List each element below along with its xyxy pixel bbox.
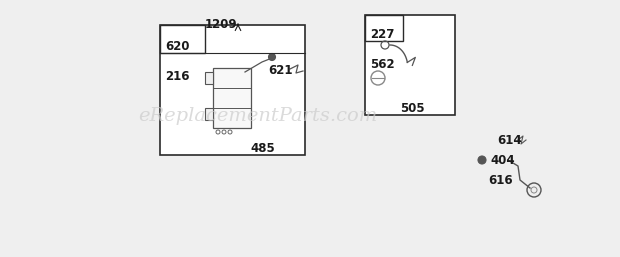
Text: 505: 505 [400,102,425,115]
Bar [213,68,251,128]
Text: 620: 620 [165,40,190,52]
Text: 485: 485 [250,142,275,154]
Text: 616: 616 [488,173,513,187]
Text: eReplacementParts.com: eReplacementParts.com [138,107,377,125]
Bar [205,72,213,84]
Bar [365,15,455,115]
Text: 614: 614 [497,134,521,148]
Text: 216: 216 [165,69,190,82]
Bar [205,108,213,120]
Text: 227: 227 [370,29,394,41]
Text: 404: 404 [490,153,515,167]
Bar [160,25,305,155]
Bar [365,15,403,41]
Text: 1209: 1209 [205,19,237,32]
Bar [160,25,205,53]
Circle shape [478,156,486,164]
Text: 562: 562 [370,58,394,70]
Text: 621: 621 [268,65,293,78]
Circle shape [268,53,275,60]
